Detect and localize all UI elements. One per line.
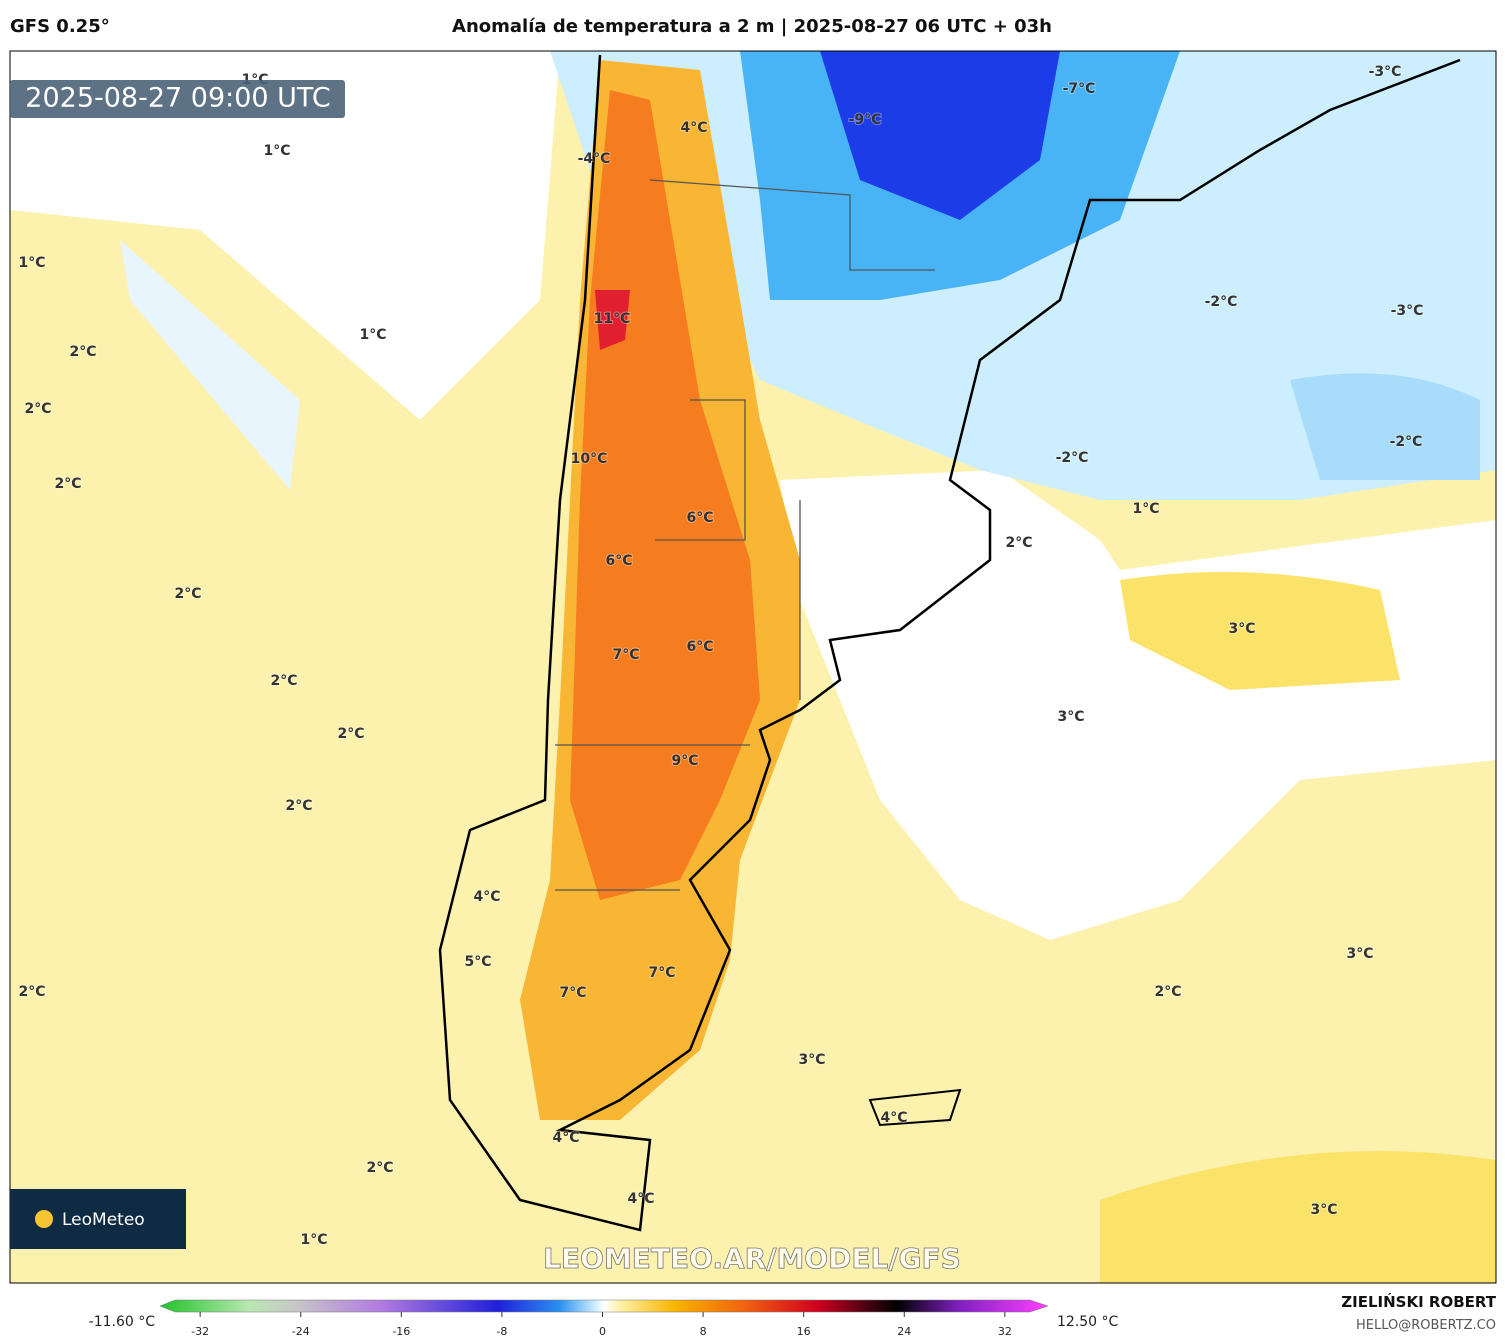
contour-label: 1°C <box>263 143 290 159</box>
contour-label: -2°C <box>1056 450 1089 466</box>
contour-label: 2°C <box>18 984 45 1000</box>
map-frame <box>9 50 1497 1284</box>
very-cold-area <box>820 51 1060 220</box>
map-title: Anomalía de temperatura a 2 m | 2025-08-… <box>452 16 1052 37</box>
contour-label: -7°C <box>1063 81 1096 97</box>
colorbar-max: 12.50 °C <box>1057 1314 1119 1330</box>
contour-label: 4°C <box>473 889 500 905</box>
contour-label: 2°C <box>24 401 51 417</box>
colorbar-tick-label: -8 <box>496 1325 507 1338</box>
contour-label: 3°C <box>798 1052 825 1068</box>
map-field <box>10 51 1496 1283</box>
colorbar-tick-label: 8 <box>700 1325 707 1338</box>
contour-label: -4°C <box>578 151 611 167</box>
logo-text: LeoMeteo <box>62 1210 145 1230</box>
contour-label: 6°C <box>686 639 713 655</box>
contour-label: 7°C <box>559 985 586 1001</box>
contour-label: 2°C <box>1005 535 1032 551</box>
coastline <box>438 54 1461 1232</box>
contour-label: 1°C <box>359 327 386 343</box>
contour-label: 2°C <box>285 798 312 814</box>
colorbar-tick-label: -16 <box>392 1325 410 1338</box>
contour-label: 3°C <box>1228 621 1255 637</box>
contour-label: 7°C <box>648 965 675 981</box>
colorbar-ticks: -32 -24 -16 -8 0 8 16 24 32 <box>191 1312 1012 1338</box>
valid-time: 2025-08-27 09:00 UTC <box>25 83 330 114</box>
colorbar-min: -11.60 °C <box>89 1314 156 1330</box>
contour-label: 4°C <box>552 1130 579 1146</box>
contour-label: 3°C <box>1310 1202 1337 1218</box>
neutral-area <box>10 51 560 420</box>
cool-area <box>1290 373 1480 480</box>
contour-label: 10°C <box>571 451 608 467</box>
contour-label: -2°C <box>1390 434 1423 450</box>
contour-label: 11°C <box>594 311 631 327</box>
model-name: GFS 0.25° <box>10 16 110 37</box>
labels: 1°C 1°C 4°C -4°C -9°C -7°C -3°C 1°C 1°C 11°C 2°C 2°… <box>17 63 1424 1249</box>
contour-label: 2°C <box>337 726 364 742</box>
watermark: LEOMETEO.AR/MODEL/GFS <box>543 1242 961 1275</box>
warm-spot <box>1120 572 1400 690</box>
contour-label: 5°C <box>464 954 491 970</box>
contour-label: -2°C <box>1205 294 1238 310</box>
contour-label: 4°C <box>680 120 707 136</box>
colorbar-tick-label: -24 <box>292 1325 310 1338</box>
contour-label: 2°C <box>366 1160 393 1176</box>
contour-label: 7°C <box>612 647 639 663</box>
island-outline <box>868 1088 962 1127</box>
colorbar-tick-label: 32 <box>998 1325 1012 1338</box>
contour-label: 2°C <box>1154 984 1181 1000</box>
contour-label: 9°C <box>671 753 698 769</box>
contour-label: 2°C <box>69 344 96 360</box>
contour-label: 3°C <box>1346 946 1373 962</box>
contour-label: -9°C <box>849 112 882 128</box>
contour-label: 2°C <box>174 586 201 602</box>
contour-label: 2°C <box>54 476 81 492</box>
cool-area <box>120 240 300 490</box>
colorbar-tick-label: 16 <box>797 1325 811 1338</box>
contour-label: 6°C <box>686 510 713 526</box>
contour-label: 4°C <box>627 1191 654 1207</box>
colorbar-tick-label: -32 <box>191 1325 209 1338</box>
author: ZIELIŃSKI ROBERT <box>1341 1292 1496 1311</box>
colorbar-tick-label: 0 <box>599 1325 606 1338</box>
contact: HELLO@ROBERTZ.CO <box>1356 1318 1496 1333</box>
contour-label: 1°C <box>18 255 45 271</box>
contour-label: 1°C <box>300 1232 327 1248</box>
contour-label: -3°C <box>1391 303 1424 319</box>
contour-label: 2°C <box>270 673 297 689</box>
hot-spot <box>595 290 630 350</box>
contour-label: 6°C <box>605 553 632 569</box>
colorbar <box>159 1299 1049 1313</box>
contour-label: -3°C <box>1369 64 1402 80</box>
contour-label: 4°C <box>880 1110 907 1126</box>
contour-label: 3°C <box>1057 709 1084 725</box>
time-box <box>10 80 345 118</box>
contour-label: 1°C <box>1132 501 1159 517</box>
borders <box>555 179 935 891</box>
logo-sun <box>35 1210 53 1228</box>
colorbar-tick-label: 24 <box>897 1325 911 1338</box>
warm-spot <box>1100 1151 1496 1283</box>
